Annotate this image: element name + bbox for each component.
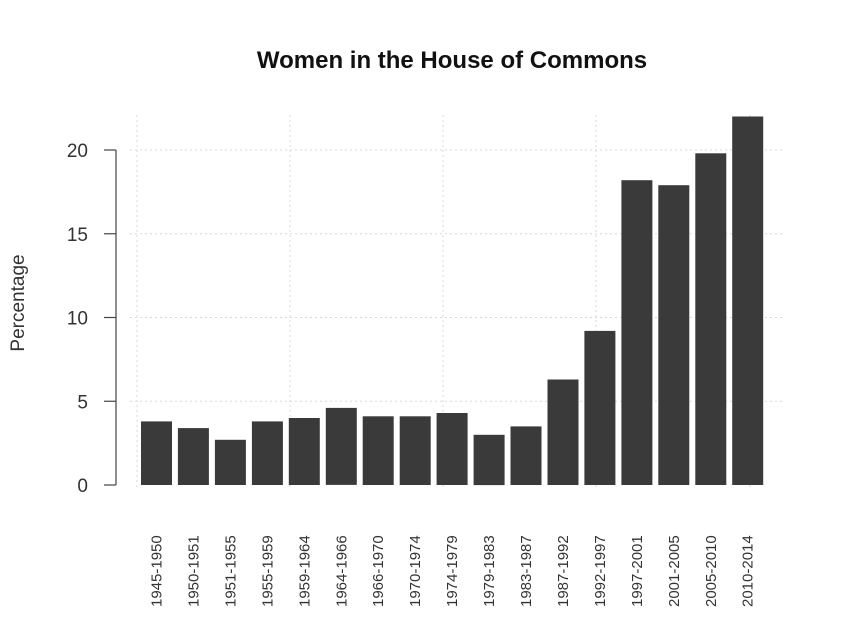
bar [584,330,616,485]
x-tick-label: 2001-2005 [666,535,683,607]
x-tick-label: 1964-1966 [333,535,350,607]
bar [177,428,209,485]
x-tick-label: 1974-1979 [444,535,461,607]
x-tick-label: 1992-1997 [592,535,609,607]
x-tick-label: 2010-2014 [740,535,757,607]
x-tick-label: 1997-2001 [629,535,646,607]
x-tick-label: 1945-1950 [149,535,166,607]
bar [732,116,764,485]
bar [436,413,468,485]
x-tick-label: 1951-1955 [222,535,239,607]
y-axis-label: Percentage [8,254,29,351]
bar [251,421,283,485]
x-axis-labels: 1945-1950 1950-1951 1951-1955 1955-1959 1959… [149,535,757,607]
y-tick-label: 10 [67,309,88,330]
x-tick-label: 1979-1983 [481,535,498,607]
bar [695,153,727,486]
x-tick-label: 1966-1970 [370,535,387,607]
bars [141,116,764,486]
x-tick-label: 1959-1964 [296,535,313,607]
x-tick-label: 2005-2010 [703,535,720,607]
x-tick-label: 1983-1987 [518,535,535,607]
chart-title: Women in the House of Commons [257,47,647,74]
bar [621,180,653,485]
y-tick-label: 20 [67,141,88,162]
bar [141,421,172,485]
y-tick-label: 5 [77,392,88,413]
bar [214,439,246,485]
x-tick-label: 1950-1951 [185,535,202,607]
y-tick-label: 15 [67,225,88,246]
bar [362,416,394,485]
x-tick-label: 1970-1974 [407,535,424,607]
x-tick-label: 1955-1959 [259,535,276,607]
y-tick-label: 0 [77,476,88,497]
bar [658,185,690,485]
gridlines [130,115,783,490]
bar [288,418,320,485]
x-tick-label: 1987-1992 [555,535,572,607]
bar [325,407,357,485]
bar [510,426,542,485]
y-axis: 0 5 10 15 20 [67,141,117,497]
bar [399,416,431,485]
bar [473,434,505,486]
bar [547,379,579,485]
